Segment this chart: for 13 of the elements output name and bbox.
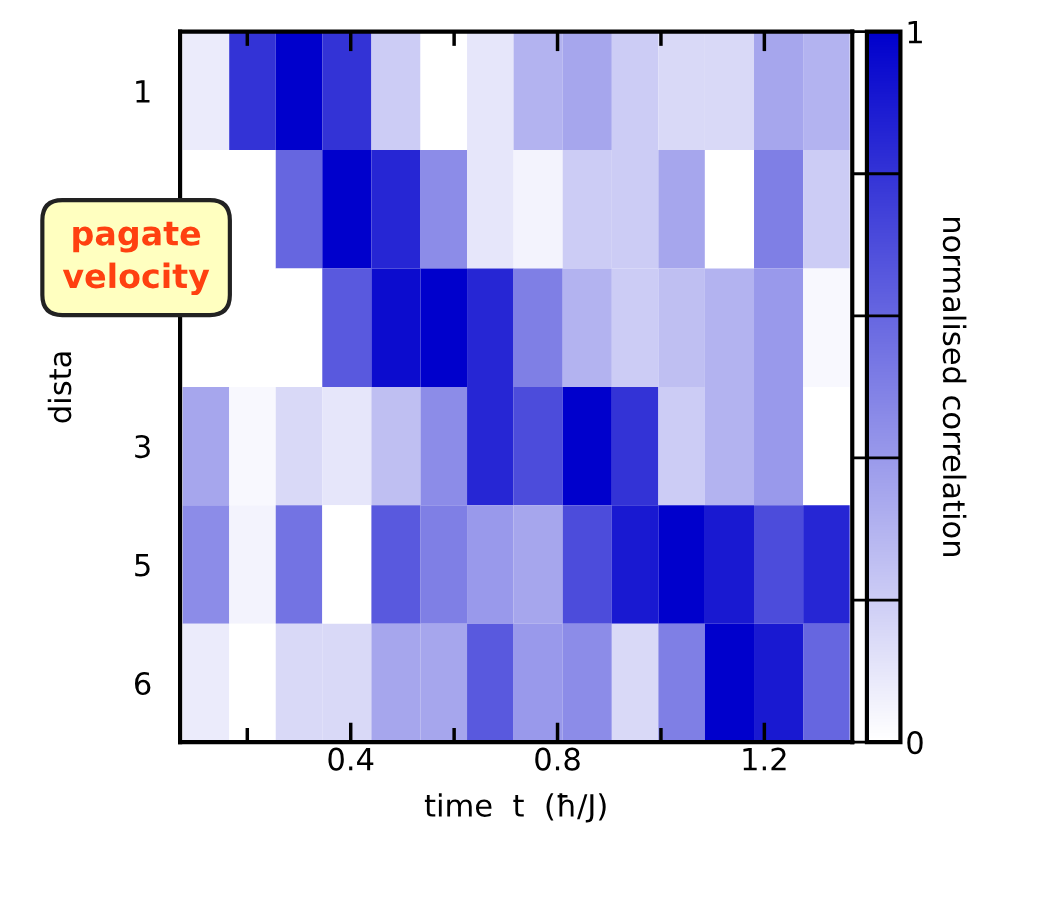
y-tick-label: 1 [136, 80, 150, 103]
color-bar-label: 0 [907, 731, 923, 755]
x-axis-title: time t (ħ/J) [424, 793, 606, 823]
annotation: pagate velocity [62, 221, 210, 296]
y-tick-label: 3 [135, 435, 150, 459]
x-tick-label: 0.8 [535, 747, 580, 771]
y-axis-title: dista [47, 352, 72, 423]
y-tick-label: 5 [135, 553, 150, 577]
color-bar-title: normalised correlation [942, 218, 967, 556]
y-tick-label: 6 [135, 671, 151, 696]
x-tick-label: 1.2 [743, 747, 786, 771]
color-bar-label: 1 [908, 20, 922, 44]
x-tick-label: 0.4 [328, 747, 374, 771]
